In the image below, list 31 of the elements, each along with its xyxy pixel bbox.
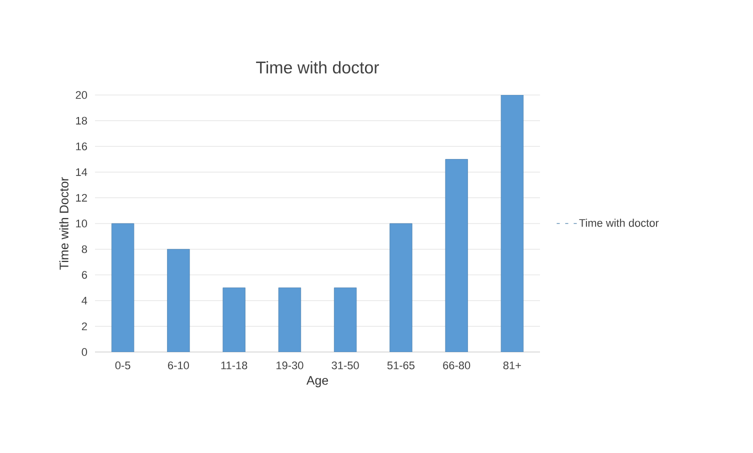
bar (500, 94, 524, 352)
y-tick-label: 2 (82, 322, 87, 330)
y-tick-label: 6 (82, 271, 87, 279)
bar (334, 288, 357, 352)
bar (111, 223, 134, 352)
y-tick-label: 4 (82, 296, 88, 304)
y-tick-label: 12 (76, 194, 87, 202)
y-tick-label: 20 (76, 91, 88, 99)
x-tick-label: 6-10 (168, 362, 189, 370)
x-tick-label: 81+ (503, 362, 521, 370)
chart-title: Time with doctor (256, 61, 380, 74)
y-axis-title: Time with Doctor (59, 177, 68, 270)
x-axis-title: Age (306, 376, 328, 388)
y-tick-label: 18 (76, 116, 87, 125)
y-tick-label: 8 (82, 245, 87, 254)
bar (278, 288, 302, 352)
bar (445, 159, 468, 352)
bar (390, 223, 412, 352)
x-tick-label: 31-50 (332, 362, 359, 370)
x-tick-label: 0-5 (115, 362, 130, 370)
x-tick-label: 66-80 (443, 362, 470, 370)
x-tick-label: 19-30 (276, 362, 304, 370)
x-tick-label: 11-18 (221, 362, 248, 370)
legend-label: Time with doctor (579, 218, 659, 227)
y-tick-label: 14 (76, 168, 88, 176)
bar (167, 249, 190, 352)
y-tick-label: 16 (76, 142, 87, 150)
y-tick-label: 10 (76, 220, 88, 228)
x-tick-label: 51-65 (387, 362, 414, 370)
bar (222, 288, 246, 352)
y-tick-label: 0 (82, 348, 88, 356)
